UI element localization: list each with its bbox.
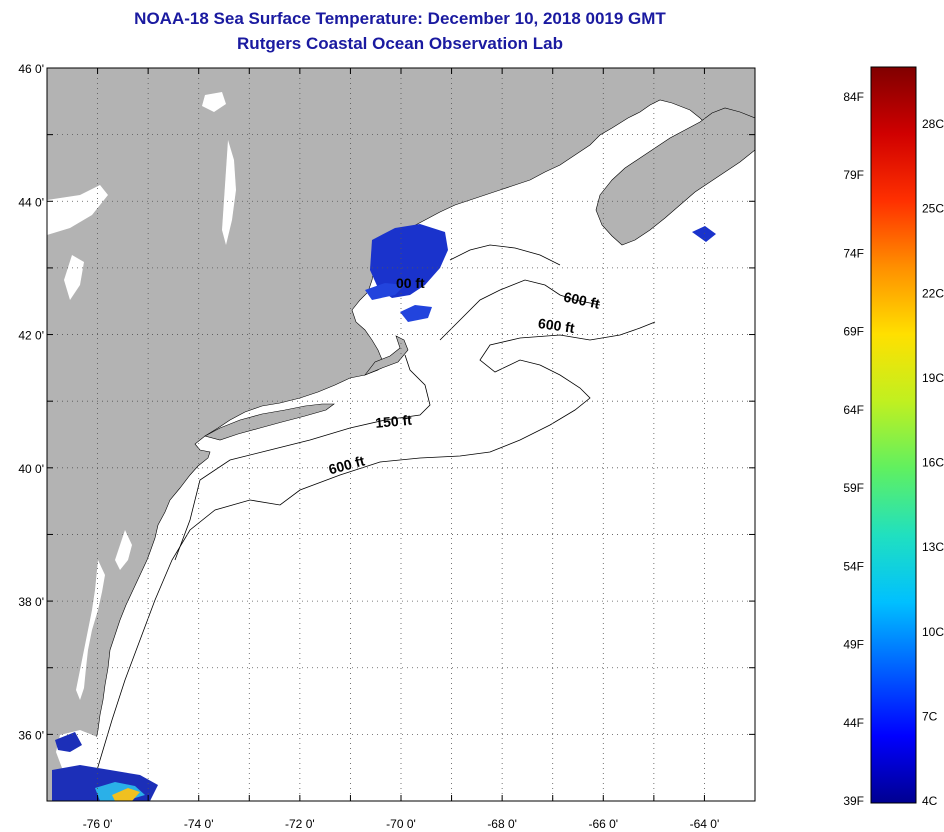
contour-150ft bbox=[174, 354, 431, 561]
colorbar-f-label: 79F bbox=[843, 168, 864, 182]
map-subtitle: Rutgers Coastal Ocean Observation Lab bbox=[237, 34, 563, 53]
sst-patch-nova-scotia bbox=[692, 226, 716, 242]
colorbar-f-label: 69F bbox=[843, 325, 864, 339]
contour-600ft-shelf bbox=[87, 364, 591, 801]
bathymetry-contours bbox=[87, 244, 656, 801]
colorbar-c-label: 19C bbox=[922, 371, 944, 385]
axis-ticks: 46 0' 44 0' 42 0' 40 0' 38 0' 36 0' -76 0' -74 … bbox=[18, 62, 756, 831]
contour-label: 150 ft bbox=[375, 412, 413, 431]
land-north-america bbox=[47, 68, 755, 801]
colorbar-c-label: 4C bbox=[922, 794, 938, 808]
lon-label: -68 0' bbox=[487, 817, 517, 831]
lat-label: 38 0' bbox=[18, 595, 44, 609]
colorbar-c-label: 28C bbox=[922, 117, 944, 131]
colorbar-f-label: 74F bbox=[843, 246, 864, 260]
land-long-island bbox=[204, 403, 335, 441]
land-cape-cod bbox=[364, 335, 409, 376]
sst-patch-georges bbox=[400, 305, 432, 322]
lat-label: 40 0' bbox=[18, 462, 44, 476]
colorbar-c-label: 13C bbox=[922, 540, 944, 554]
sst-patch-hatteras bbox=[55, 732, 82, 752]
colorbar-f-label: 54F bbox=[843, 559, 864, 573]
colorbar-f-label: 59F bbox=[843, 481, 864, 495]
contour-label: 00 ft bbox=[396, 275, 425, 291]
colorbar-c-label: 16C bbox=[922, 456, 944, 470]
colorbar-f-label: 84F bbox=[843, 90, 864, 104]
colorbar-f-label: 64F bbox=[843, 403, 864, 417]
contour-label: 600 ft bbox=[537, 315, 576, 336]
colorbar-c-label: 7C bbox=[922, 709, 938, 723]
interior-lake bbox=[64, 255, 84, 300]
contour-gulf-basin bbox=[439, 244, 601, 341]
lon-label: -76 0' bbox=[83, 817, 113, 831]
colorbar-c-label: 25C bbox=[922, 202, 944, 216]
sst-patch-gulf-of-maine-2 bbox=[365, 283, 405, 300]
lat-label: 44 0' bbox=[18, 195, 44, 209]
lon-label: -74 0' bbox=[184, 817, 214, 831]
map-grid bbox=[47, 68, 755, 801]
colorbar-f-label: 44F bbox=[843, 716, 864, 730]
lake-winnipesaukee bbox=[202, 92, 226, 112]
lon-label: -70 0' bbox=[386, 817, 416, 831]
lake-ontario-edge bbox=[47, 185, 108, 235]
land-nova-scotia bbox=[595, 107, 755, 246]
lon-label: -66 0' bbox=[588, 817, 618, 831]
colorbar-c-label: 22C bbox=[922, 286, 944, 300]
delaware-bay bbox=[115, 530, 132, 570]
sst-patch-gulf-of-maine bbox=[370, 224, 448, 298]
land-layer bbox=[47, 68, 755, 801]
colorbar-labels: 84F 79F 74F 69F 64F 59F 54F 49F 44F 39F 28C 25C 22C 1… bbox=[843, 90, 944, 808]
sst-patch-gulfstream bbox=[112, 788, 140, 801]
lat-label: 46 0' bbox=[18, 62, 44, 76]
lat-label: 42 0' bbox=[18, 329, 44, 343]
colorbar bbox=[870, 66, 917, 804]
lon-label: -72 0' bbox=[285, 817, 315, 831]
lat-label: 36 0' bbox=[18, 728, 44, 742]
sst-data-layer bbox=[52, 224, 716, 801]
colorbar-f-label: 49F bbox=[843, 638, 864, 652]
chesapeake-bay bbox=[76, 560, 105, 700]
lake-champlain bbox=[222, 140, 236, 245]
map-title: NOAA-18 Sea Surface Temperature: Decembe… bbox=[134, 9, 666, 28]
contour-label: 600 ft bbox=[562, 289, 601, 312]
lon-label: -64 0' bbox=[690, 817, 720, 831]
colorbar-c-label: 10C bbox=[922, 625, 944, 639]
colorbar-f-label: 39F bbox=[843, 794, 864, 808]
contour-600ft-gulf bbox=[479, 321, 656, 373]
